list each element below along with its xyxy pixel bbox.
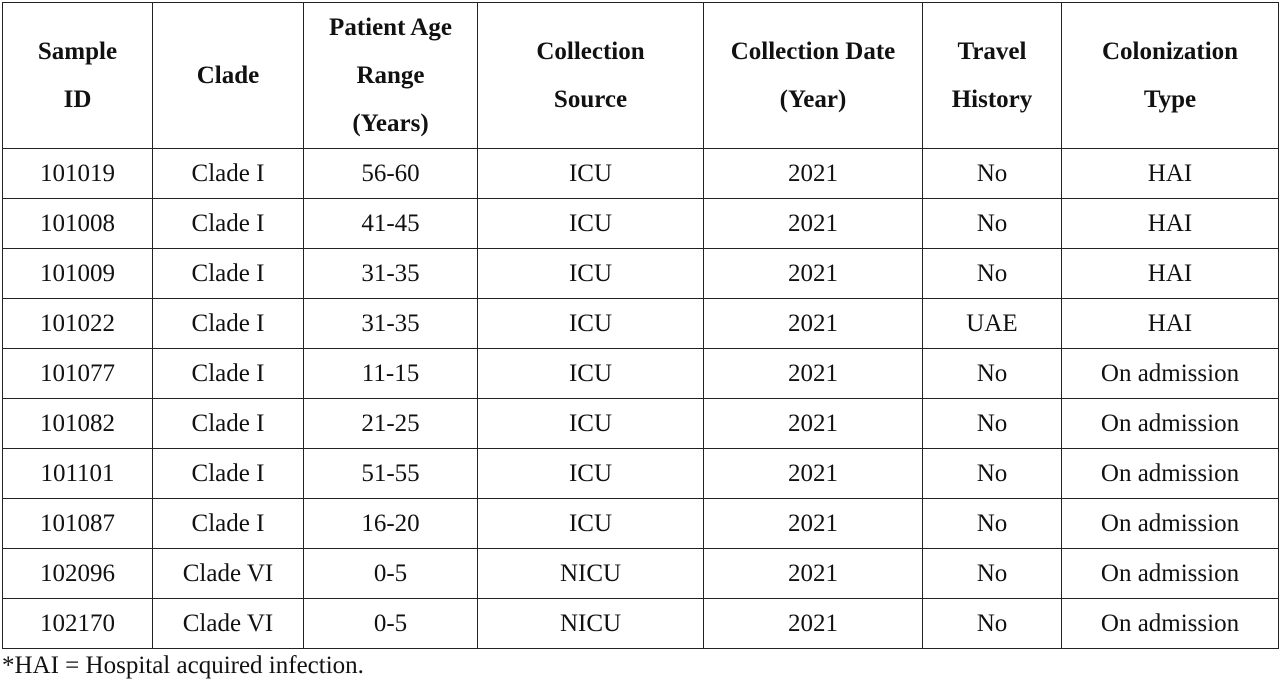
table-cell: Clade I: [152, 448, 304, 499]
table-cell: ICU: [477, 448, 704, 499]
table-cell: Clade I: [152, 498, 304, 549]
table-cell: 101008: [2, 198, 153, 249]
table-cell: No: [922, 398, 1062, 449]
table-cell: 2021: [703, 298, 923, 349]
table-cell: 101101: [2, 448, 153, 499]
table-cell: 2021: [703, 598, 923, 649]
table-row: 101008 Clade I 41-45 ICU 2021 No HAI: [2, 198, 1279, 249]
data-table: Sample ID Clade Patient Age Range (Years) C…: [2, 2, 1279, 649]
table-row: 102170 Clade VI 0-5 NICU 2021 No On admission: [2, 598, 1279, 649]
table-cell: HAI: [1061, 198, 1279, 249]
table-body: 101019 Clade I 56-60 ICU 2021 No HAI 101008 Clad…: [2, 148, 1279, 649]
table-cell: 101009: [2, 248, 153, 299]
table-cell: Clade I: [152, 248, 304, 299]
table-row: 101009 Clade I 31-35 ICU 2021 No HAI: [2, 248, 1279, 299]
table-cell: 2021: [703, 148, 923, 199]
table-cell: 101022: [2, 298, 153, 349]
header-cell: Colonization Type: [1061, 2, 1279, 149]
table-cell: ICU: [477, 148, 704, 199]
table-cell: On admission: [1061, 548, 1279, 599]
table-row: 102096 Clade VI 0-5 NICU 2021 No On admission: [2, 548, 1279, 599]
table-cell: 21-25: [303, 398, 478, 449]
table-cell: 0-5: [303, 598, 478, 649]
header-cell: Collection Date (Year): [703, 2, 923, 149]
table-cell: On admission: [1061, 398, 1279, 449]
table-cell: Clade VI: [152, 598, 304, 649]
table-cell: Clade I: [152, 298, 304, 349]
table-cell: No: [922, 548, 1062, 599]
table-cell: NICU: [477, 548, 704, 599]
table-cell: ICU: [477, 198, 704, 249]
table-cell: Clade I: [152, 198, 304, 249]
table-cell: ICU: [477, 298, 704, 349]
table-cell: No: [922, 448, 1062, 499]
table-cell: 2021: [703, 548, 923, 599]
table-cell: No: [922, 598, 1062, 649]
table-cell: 16-20: [303, 498, 478, 549]
table-cell: 102096: [2, 548, 153, 599]
header-cell: Sample ID: [2, 2, 153, 149]
table-cell: HAI: [1061, 298, 1279, 349]
table-cell: 101082: [2, 398, 153, 449]
table-cell: ICU: [477, 498, 704, 549]
table-cell: 56-60: [303, 148, 478, 199]
header-cell: Travel History: [922, 2, 1062, 149]
table-cell: ICU: [477, 248, 704, 299]
table-cell: 2021: [703, 448, 923, 499]
table-cell: On admission: [1061, 348, 1279, 399]
table-row: 101019 Clade I 56-60 ICU 2021 No HAI: [2, 148, 1279, 199]
table-cell: 41-45: [303, 198, 478, 249]
table-cell: 51-55: [303, 448, 478, 499]
table-cell: No: [922, 498, 1062, 549]
table-cell: HAI: [1061, 248, 1279, 299]
table-cell: 0-5: [303, 548, 478, 599]
table-row: 101082 Clade I 21-25 ICU 2021 No On admission: [2, 398, 1279, 449]
table-cell: 2021: [703, 498, 923, 549]
table-row: 101087 Clade I 16-20 ICU 2021 No On admission: [2, 498, 1279, 549]
table-row: 101101 Clade I 51-55 ICU 2021 No On admission: [2, 448, 1279, 499]
table-cell: HAI: [1061, 148, 1279, 199]
table-cell: UAE: [922, 298, 1062, 349]
table-cell: 2021: [703, 398, 923, 449]
table-cell: Clade I: [152, 148, 304, 199]
table-cell: ICU: [477, 398, 704, 449]
table-cell: On admission: [1061, 598, 1279, 649]
table-cell: Clade I: [152, 398, 304, 449]
table-cell: 101077: [2, 348, 153, 399]
table-cell: 2021: [703, 348, 923, 399]
header-cell: Clade: [152, 2, 304, 149]
header-cell: Collection Source: [477, 2, 704, 149]
table-row: 101077 Clade I 11-15 ICU 2021 No On admission: [2, 348, 1279, 399]
header-cell: Patient Age Range (Years): [303, 2, 478, 149]
table-cell: 31-35: [303, 248, 478, 299]
table-row: 101022 Clade I 31-35 ICU 2021 UAE HAI: [2, 298, 1279, 349]
table-cell: NICU: [477, 598, 704, 649]
table-cell: 102170: [2, 598, 153, 649]
table-cell: ICU: [477, 348, 704, 399]
table-cell: No: [922, 198, 1062, 249]
footnote: *HAI = Hospital acquired infection.: [2, 652, 364, 679]
table-cell: Clade I: [152, 348, 304, 399]
table-cell: No: [922, 148, 1062, 199]
table-cell: 2021: [703, 248, 923, 299]
table-cell: 31-35: [303, 298, 478, 349]
table-cell: On admission: [1061, 448, 1279, 499]
table-cell: Clade VI: [152, 548, 304, 599]
table-cell: 101019: [2, 148, 153, 199]
table-cell: No: [922, 348, 1062, 399]
table-cell: 101087: [2, 498, 153, 549]
table-cell: On admission: [1061, 498, 1279, 549]
header-row: Sample ID Clade Patient Age Range (Years) C…: [2, 2, 1279, 149]
table-cell: No: [922, 248, 1062, 299]
table-cell: 2021: [703, 198, 923, 249]
table-cell: 11-15: [303, 348, 478, 399]
